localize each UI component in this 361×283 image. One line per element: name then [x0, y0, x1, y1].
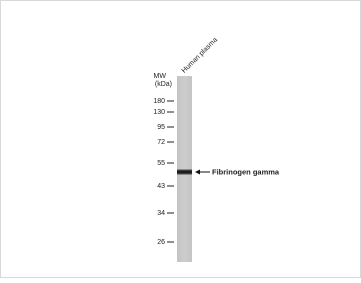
lane	[177, 76, 192, 262]
mw-label: MW	[154, 73, 167, 80]
band-label: Fibrinogen gamma	[212, 167, 280, 176]
page: {"lane_label": "Human plasma", "mw_label…	[0, 0, 361, 278]
blot-figure: Human plasma MW (kDa) Fibrinogen gamma 1…	[0, 0, 361, 278]
band	[177, 170, 192, 175]
marker-label: 130	[153, 109, 165, 116]
marker-label: 43	[157, 183, 165, 190]
marker-label: 180	[153, 98, 165, 105]
marker-label: 95	[157, 124, 165, 131]
marker-label: 72	[157, 139, 165, 146]
mw-unit-label: (kDa)	[155, 81, 172, 88]
marker-label: 55	[157, 160, 165, 167]
marker-label: 34	[157, 210, 165, 217]
marker-label: 26	[157, 239, 165, 246]
